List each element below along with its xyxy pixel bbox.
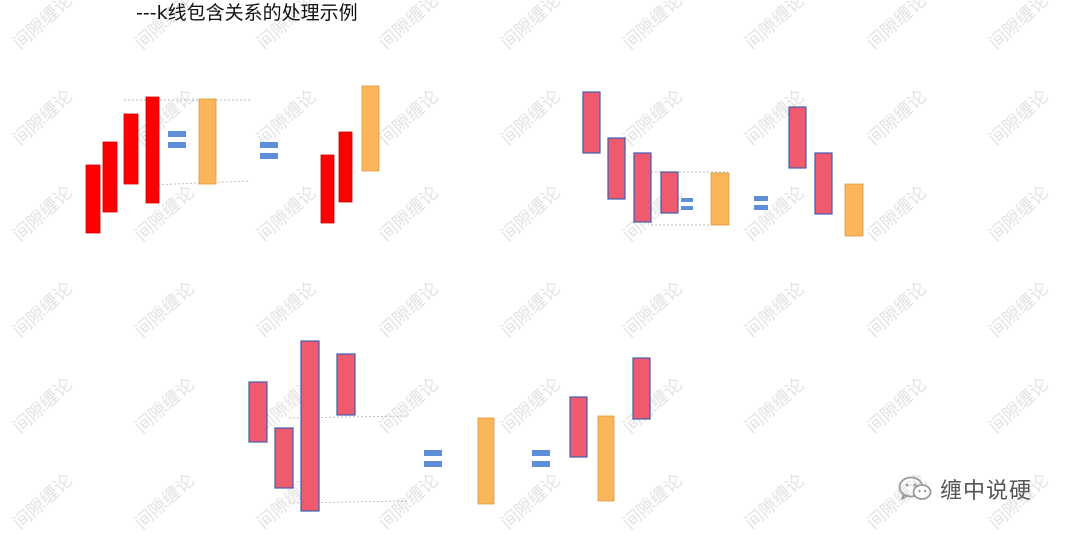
pink-kline-bar bbox=[660, 171, 679, 214]
equals-sign bbox=[532, 450, 550, 467]
pink-kline-bar bbox=[336, 353, 356, 416]
red-kline-bar bbox=[338, 131, 353, 203]
orange-kline-bar bbox=[198, 98, 217, 185]
pink-kline-bar bbox=[300, 340, 320, 512]
brand-signature: 缠中说硬 bbox=[898, 474, 1032, 504]
equals-sign bbox=[681, 198, 693, 210]
pink-kline-bar bbox=[248, 381, 268, 443]
brand-name: 缠中说硬 bbox=[940, 479, 1033, 504]
pink-kline-bar bbox=[632, 357, 651, 420]
equals-sign bbox=[424, 450, 442, 467]
range-guide-line bbox=[149, 180, 251, 186]
pink-kline-bar bbox=[814, 152, 833, 215]
pink-kline-bar bbox=[633, 152, 652, 223]
orange-kline-bar bbox=[597, 415, 615, 502]
pink-kline-bar bbox=[569, 396, 588, 458]
page-title: ---k线包含关系的处理示例 bbox=[136, 2, 358, 24]
pink-kline-bar bbox=[582, 91, 601, 154]
equals-sign bbox=[754, 196, 768, 210]
orange-kline-bar bbox=[710, 172, 730, 226]
red-kline-bar bbox=[123, 113, 139, 185]
orange-kline-bar bbox=[844, 183, 864, 237]
equals-sign bbox=[168, 131, 186, 148]
equals-sign bbox=[260, 142, 278, 159]
red-kline-bar bbox=[85, 164, 101, 234]
orange-kline-bar bbox=[477, 417, 495, 505]
red-kline-bar bbox=[102, 141, 118, 213]
orange-kline-bar bbox=[361, 85, 380, 172]
red-kline-bar bbox=[320, 154, 335, 224]
pink-kline-bar bbox=[274, 427, 294, 489]
pink-kline-bar bbox=[788, 106, 807, 169]
pink-kline-bar bbox=[607, 137, 626, 200]
wechat-icon bbox=[898, 476, 932, 500]
red-kline-bar bbox=[145, 96, 160, 204]
